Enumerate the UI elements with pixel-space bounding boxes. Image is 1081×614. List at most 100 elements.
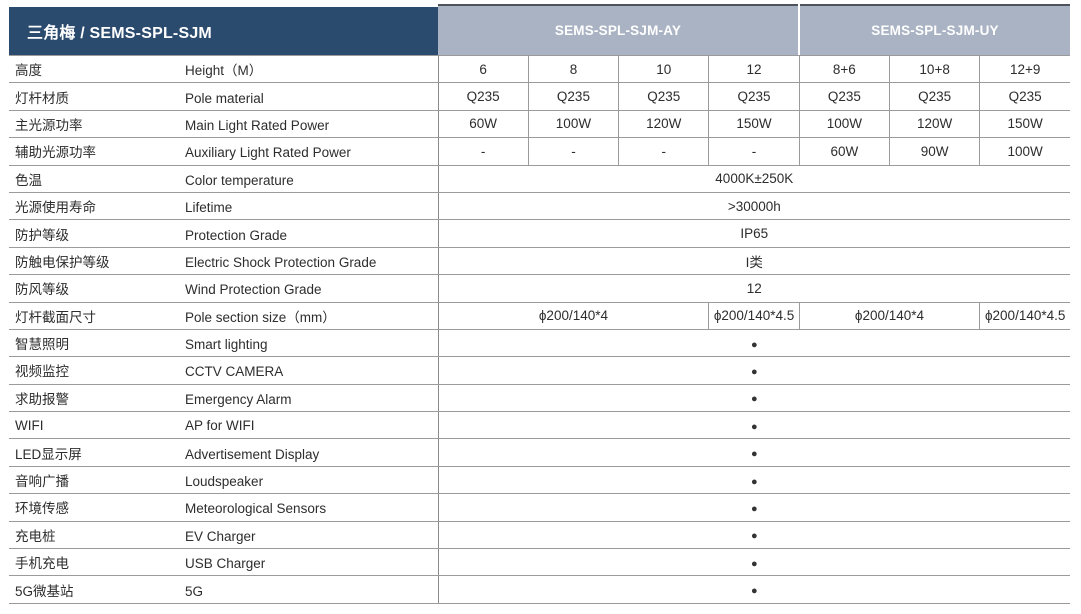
row-label-cell: 主光源功率 Main Light Rated Power bbox=[9, 110, 439, 139]
spec-row: 光源使用寿命 Lifetime >30000h bbox=[9, 192, 1071, 221]
row-label-cell: 防风等级 Wind Protection Grade bbox=[9, 274, 439, 303]
spec-row: 灯杆截面尺寸 Pole section size（mm） ϕ200/140*4 ϕ20… bbox=[9, 302, 1071, 330]
spec-value-cell: Q235 bbox=[528, 82, 620, 111]
feature-bullet-icon: ● bbox=[750, 502, 758, 515]
spec-row: LED显示屏 Advertisement Display ● bbox=[9, 438, 1071, 467]
spec-value-cell: - bbox=[708, 137, 800, 166]
spec-value-cell: Q235 bbox=[708, 82, 800, 111]
row-label-zh: WIFI bbox=[15, 417, 44, 433]
row-label-cell: 防触电保护等级 Electric Shock Protection Grade bbox=[9, 247, 439, 276]
row-label-en: Main Light Rated Power bbox=[185, 117, 330, 133]
spec-value-cell: 120W bbox=[618, 110, 710, 139]
row-label-zh: 灯杆材质 bbox=[15, 90, 69, 106]
row-label-en: Wind Protection Grade bbox=[185, 282, 322, 298]
row-label-en: Protection Grade bbox=[185, 227, 288, 243]
spec-value-cell: 6 bbox=[438, 55, 529, 84]
row-label-en: CCTV CAMERA bbox=[185, 364, 284, 380]
row-label-zh: 色温 bbox=[15, 172, 42, 188]
row-label-zh: 灯杆截面尺寸 bbox=[15, 309, 96, 325]
spec-value-cell: 90W bbox=[889, 137, 981, 166]
feature-bullet-icon: ● bbox=[750, 475, 758, 488]
spec-value-cell: Q235 bbox=[438, 82, 529, 111]
spec-value-cell: Q235 bbox=[889, 82, 981, 111]
spec-row: 辅助光源功率 Auxiliary Light Rated Power - - - -60W… bbox=[9, 137, 1071, 166]
spec-row: 求助报警 Emergency Alarm ● bbox=[9, 384, 1071, 413]
row-label-zh: 5G微基站 bbox=[15, 583, 74, 599]
feature-bullet-icon: ● bbox=[750, 557, 758, 570]
row-label-cell: 视频监控 CCTV CAMERA bbox=[9, 356, 439, 385]
spec-value-cell: - bbox=[438, 137, 529, 166]
feature-available-cell: ● bbox=[438, 384, 1071, 413]
row-label-zh: 充电桩 bbox=[15, 528, 56, 544]
spec-value-cell: 12+9 bbox=[979, 55, 1071, 84]
spec-value-cell: 8+6 bbox=[799, 55, 890, 84]
row-label-en: USB Charger bbox=[185, 556, 266, 572]
row-label-zh: 求助报警 bbox=[15, 391, 69, 407]
row-label-en: Advertisement Display bbox=[185, 446, 320, 462]
spec-sheet: 三角梅 / SEMS-SPL-SJM SEMS-SPL-SJM-AY SEMS-… bbox=[9, 4, 1071, 604]
spec-row: 灯杆材质 Pole material Q235 Q235 Q235 Q235 Q235 Q23… bbox=[9, 82, 1071, 111]
row-label-cell: 高度 Height（M） bbox=[9, 55, 439, 84]
spec-value-cell: ϕ200/140*4 bbox=[438, 302, 710, 330]
row-label-cell: 充电桩 EV Charger bbox=[9, 521, 439, 550]
row-label-cell: 色温 Color temperature bbox=[9, 165, 439, 193]
row-label-zh: 高度 bbox=[15, 63, 42, 79]
spec-value-cell: 150W bbox=[979, 110, 1071, 139]
row-label-en: Pole material bbox=[185, 90, 264, 106]
row-label-cell: LED显示屏 Advertisement Display bbox=[9, 438, 439, 467]
feature-available-cell: ● bbox=[438, 438, 1071, 467]
feature-available-cell: ● bbox=[438, 466, 1071, 495]
feature-available-cell: ● bbox=[438, 521, 1071, 550]
row-label-cell: WIFI AP for WIFI bbox=[9, 411, 439, 440]
row-label-en: Meteorological Sensors bbox=[185, 501, 327, 517]
feature-bullet-icon: ● bbox=[750, 585, 758, 598]
feature-bullet-icon: ● bbox=[750, 530, 758, 543]
spec-value-cell: >30000h bbox=[438, 192, 1071, 221]
spec-row: WIFI AP for WIFI ● bbox=[9, 411, 1071, 440]
row-label-cell: 手机充电 USB Charger bbox=[9, 548, 439, 577]
spec-value-cell: 100W bbox=[799, 110, 890, 139]
row-label-en: Color temperature bbox=[185, 172, 294, 188]
spec-value-cell: IP65 bbox=[438, 219, 1071, 248]
row-label-en: Auxiliary Light Rated Power bbox=[185, 145, 351, 161]
row-label-cell: 5G微基站 5G bbox=[9, 575, 439, 604]
feature-available-cell: ● bbox=[438, 548, 1071, 577]
row-label-cell: 求助报警 Emergency Alarm bbox=[9, 384, 439, 413]
spec-row: 防风等级 Wind Protection Grade 12 bbox=[9, 274, 1071, 303]
row-label-zh: 防风等级 bbox=[15, 282, 69, 298]
spec-value-cell: 60W bbox=[438, 110, 529, 139]
spec-value-cell: ϕ200/140*4 bbox=[799, 302, 981, 330]
spec-row: 高度 Height（M） 6 8 10 12 8+6 10+8 12+9 bbox=[9, 55, 1071, 84]
spec-value-cell: Q235 bbox=[618, 82, 710, 111]
row-label-zh: 辅助光源功率 bbox=[15, 145, 96, 161]
spec-row: 色温 Color temperature 4000K±250K bbox=[9, 165, 1071, 193]
spec-value-cell: I类 bbox=[438, 247, 1071, 276]
spec-row: 防护等级 Protection Grade IP65 bbox=[9, 219, 1071, 248]
row-label-en: Lifetime bbox=[185, 200, 233, 216]
row-label-en: Smart lighting bbox=[185, 337, 268, 353]
spec-value-cell: 100W bbox=[979, 137, 1071, 166]
spec-value-cell: ϕ200/140*4.5 bbox=[708, 302, 800, 330]
spec-value-cell: 100W bbox=[528, 110, 620, 139]
row-label-cell: 环境传感 Meteorological Sensors bbox=[9, 493, 439, 522]
row-label-en: EV Charger bbox=[185, 528, 256, 544]
feature-bullet-icon: ● bbox=[750, 338, 758, 351]
spec-row: 手机充电 USB Charger ● bbox=[9, 548, 1071, 577]
feature-bullet-icon: ● bbox=[750, 420, 758, 433]
row-label-en: Pole section size（mm） bbox=[185, 309, 336, 325]
row-label-zh: 智慧照明 bbox=[15, 337, 69, 353]
feature-bullet-icon: ● bbox=[750, 448, 758, 461]
feature-available-cell: ● bbox=[438, 329, 1071, 358]
row-label-cell: 灯杆截面尺寸 Pole section size（mm） bbox=[9, 302, 439, 330]
row-label-cell: 灯杆材质 Pole material bbox=[9, 82, 439, 111]
row-label-zh: 防触电保护等级 bbox=[15, 254, 110, 270]
spec-value-cell: ϕ200/140*4.5 bbox=[979, 302, 1071, 330]
spec-row: 主光源功率 Main Light Rated Power 60W 100W 120W 15… bbox=[9, 110, 1071, 139]
row-label-cell: 智慧照明 Smart lighting bbox=[9, 329, 439, 358]
row-label-cell: 防护等级 Protection Grade bbox=[9, 219, 439, 248]
spec-value-cell: 8 bbox=[528, 55, 620, 84]
row-label-zh: 环境传感 bbox=[15, 501, 69, 517]
row-label-zh: 防护等级 bbox=[15, 227, 69, 243]
row-label-cell: 光源使用寿命 Lifetime bbox=[9, 192, 439, 221]
spec-value-cell: 4000K±250K bbox=[438, 165, 1071, 193]
